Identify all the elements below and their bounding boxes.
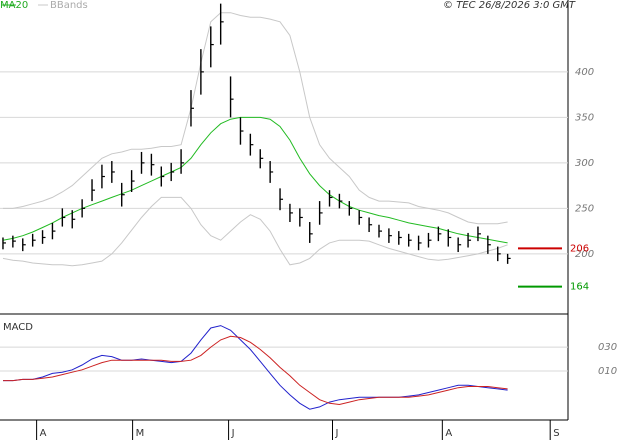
- y-tick-label: 030: [598, 342, 617, 353]
- y-tick-label: 350: [575, 112, 594, 123]
- level-label: 164: [570, 282, 589, 293]
- y-tick-label: 250: [575, 203, 594, 214]
- line: [2, 196, 508, 267]
- y-tick-label: 400: [575, 67, 594, 78]
- legend-label: MA20: [0, 0, 28, 11]
- y-tick-label: 010: [598, 366, 617, 377]
- y-tick-label: 200: [575, 249, 594, 260]
- legend-label: BBands: [50, 0, 88, 11]
- line: [2, 116, 508, 244]
- line: [3, 335, 508, 406]
- x-tick-label: A: [445, 428, 452, 439]
- panel-title: MACD: [3, 322, 33, 333]
- line: [3, 12, 508, 225]
- x-tick-label: J: [231, 428, 235, 439]
- copyright: © TEC 26/8/2026 3:0 GMT: [443, 0, 576, 11]
- x-tick-label: A: [40, 428, 47, 439]
- x-tick-label: J: [334, 428, 338, 439]
- level-label: 206: [570, 243, 589, 254]
- line: [3, 325, 508, 410]
- x-tick-label: S: [553, 428, 559, 439]
- y-tick-label: 300: [575, 158, 594, 169]
- x-tick-label: M: [136, 428, 145, 439]
